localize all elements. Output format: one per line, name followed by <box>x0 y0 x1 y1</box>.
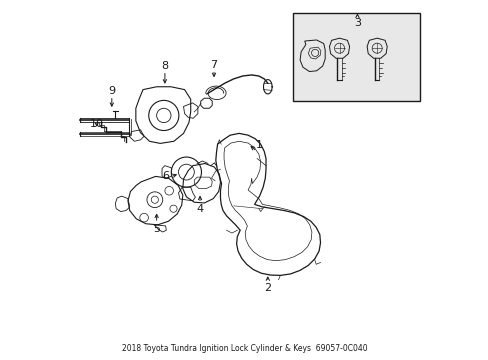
Text: 5: 5 <box>153 224 160 234</box>
Text: 2: 2 <box>264 283 271 293</box>
Text: 7: 7 <box>210 60 217 70</box>
Bar <box>292 13 419 101</box>
Text: 8: 8 <box>161 61 168 71</box>
Text: 9: 9 <box>108 86 115 96</box>
Text: 1: 1 <box>256 140 263 150</box>
Text: 2018 Toyota Tundra Ignition Lock Cylinder & Keys  69057-0C040: 2018 Toyota Tundra Ignition Lock Cylinde… <box>122 344 366 353</box>
Text: 6: 6 <box>162 171 169 181</box>
Text: 3: 3 <box>353 18 360 28</box>
Text: 4: 4 <box>196 204 203 215</box>
Text: 10: 10 <box>90 120 103 129</box>
